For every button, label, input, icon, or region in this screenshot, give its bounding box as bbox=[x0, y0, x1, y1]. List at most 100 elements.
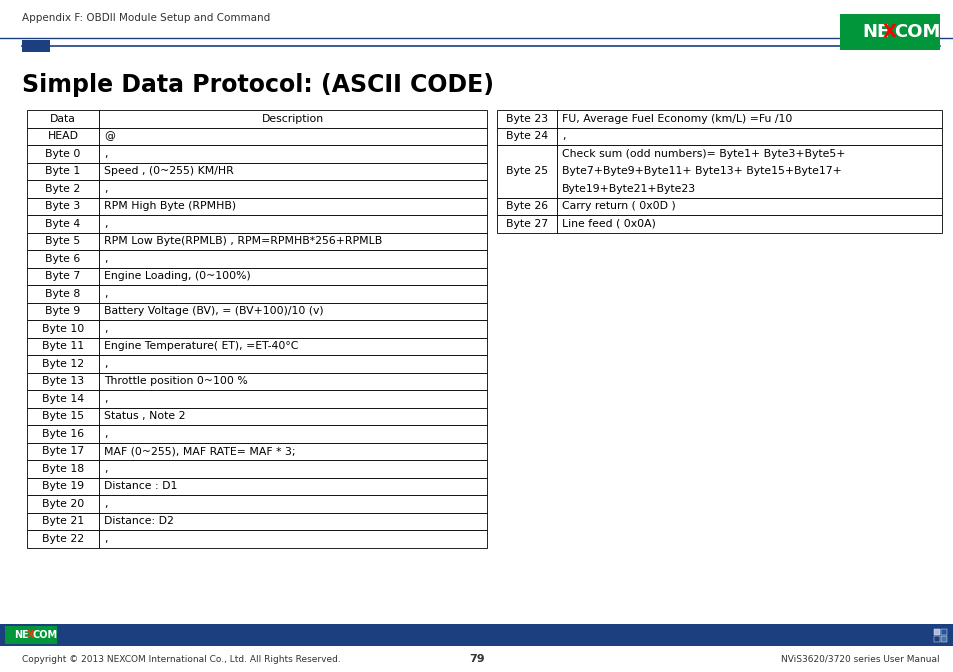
Bar bbox=[99, 198, 486, 215]
Text: Byte 26: Byte 26 bbox=[505, 201, 547, 211]
Text: Byte 24: Byte 24 bbox=[505, 131, 547, 141]
Text: NE: NE bbox=[862, 23, 889, 41]
Text: Description: Description bbox=[262, 114, 324, 124]
Bar bbox=[27, 478, 99, 495]
Bar bbox=[99, 267, 486, 285]
Text: Byte 6: Byte 6 bbox=[46, 254, 81, 263]
Bar bbox=[27, 442, 99, 460]
Text: Byte 4: Byte 4 bbox=[46, 219, 81, 228]
Bar bbox=[22, 40, 50, 52]
Text: X: X bbox=[882, 23, 896, 41]
Text: Byte 27: Byte 27 bbox=[505, 219, 547, 228]
Bar bbox=[99, 442, 486, 460]
Text: Byte 5: Byte 5 bbox=[46, 237, 81, 246]
Bar bbox=[27, 425, 99, 442]
Text: Byte 13: Byte 13 bbox=[42, 376, 84, 386]
Bar bbox=[27, 128, 99, 145]
Bar bbox=[27, 372, 99, 390]
Text: Speed , (0~255) KM/HR: Speed , (0~255) KM/HR bbox=[104, 166, 233, 176]
Bar bbox=[99, 128, 486, 145]
Bar bbox=[99, 355, 486, 372]
Bar bbox=[99, 425, 486, 442]
Bar bbox=[99, 407, 486, 425]
Bar bbox=[0, 624, 953, 646]
Bar bbox=[27, 460, 99, 478]
Text: 79: 79 bbox=[469, 654, 484, 664]
Text: ,: , bbox=[104, 183, 108, 194]
Bar bbox=[497, 110, 557, 128]
Bar bbox=[557, 215, 941, 233]
Text: Simple Data Protocol: (ASCII CODE): Simple Data Protocol: (ASCII CODE) bbox=[22, 73, 494, 97]
Text: Engine Temperature( ET), =ET-40°C: Engine Temperature( ET), =ET-40°C bbox=[104, 341, 298, 351]
Text: Status , Note 2: Status , Note 2 bbox=[104, 411, 185, 421]
Text: COM: COM bbox=[893, 23, 940, 41]
Bar bbox=[27, 198, 99, 215]
Bar bbox=[933, 636, 939, 642]
Bar bbox=[557, 110, 941, 128]
Bar bbox=[27, 495, 99, 513]
Bar bbox=[99, 163, 486, 180]
Text: RPM High Byte (RPMHB): RPM High Byte (RPMHB) bbox=[104, 201, 236, 211]
Text: Byte 23: Byte 23 bbox=[505, 114, 547, 124]
Bar bbox=[27, 407, 99, 425]
Bar bbox=[99, 110, 486, 128]
Text: ,: , bbox=[561, 131, 565, 141]
Text: Battery Voltage (BV), = (BV+100)/10 (v): Battery Voltage (BV), = (BV+100)/10 (v) bbox=[104, 306, 323, 317]
Text: Byte 3: Byte 3 bbox=[46, 201, 81, 211]
Bar bbox=[27, 320, 99, 337]
Bar bbox=[27, 180, 99, 198]
Bar bbox=[557, 198, 941, 215]
Bar bbox=[27, 110, 99, 128]
Text: ,: , bbox=[104, 464, 108, 474]
Text: RPM Low Byte(RPMLB) , RPM=RPMHB*256+RPMLB: RPM Low Byte(RPMLB) , RPM=RPMHB*256+RPML… bbox=[104, 237, 382, 246]
Text: ,: , bbox=[104, 324, 108, 334]
Text: Byte 8: Byte 8 bbox=[46, 289, 81, 299]
Text: Byte 15: Byte 15 bbox=[42, 411, 84, 421]
Text: Byte 21: Byte 21 bbox=[42, 516, 84, 526]
Bar bbox=[27, 530, 99, 548]
Bar bbox=[99, 320, 486, 337]
Bar bbox=[557, 128, 941, 145]
Text: Distance: D2: Distance: D2 bbox=[104, 516, 173, 526]
Text: Copyright © 2013 NEXCOM International Co., Ltd. All Rights Reserved.: Copyright © 2013 NEXCOM International Co… bbox=[22, 655, 340, 663]
Text: COM: COM bbox=[33, 630, 58, 640]
Text: Byte 7: Byte 7 bbox=[46, 271, 81, 282]
Bar bbox=[99, 233, 486, 250]
Text: X: X bbox=[28, 630, 34, 640]
Text: Byte19+Byte21+Byte23: Byte19+Byte21+Byte23 bbox=[561, 183, 696, 194]
Text: Check sum (odd numbers)= Byte1+ Byte3+Byte5+: Check sum (odd numbers)= Byte1+ Byte3+By… bbox=[561, 149, 844, 159]
Text: Byte 10: Byte 10 bbox=[42, 324, 84, 334]
Text: ,: , bbox=[104, 499, 108, 509]
Text: ,: , bbox=[104, 394, 108, 404]
Bar bbox=[27, 390, 99, 407]
Bar bbox=[99, 302, 486, 320]
Bar bbox=[27, 267, 99, 285]
Text: Data: Data bbox=[50, 114, 76, 124]
Text: @: @ bbox=[104, 131, 114, 141]
Bar bbox=[497, 215, 557, 233]
Bar bbox=[557, 145, 941, 198]
Bar bbox=[99, 530, 486, 548]
Text: Byte 17: Byte 17 bbox=[42, 446, 84, 456]
Bar bbox=[27, 250, 99, 267]
Text: ,: , bbox=[104, 149, 108, 159]
Text: Byte7+Byte9+Byte11+ Byte13+ Byte15+Byte17+: Byte7+Byte9+Byte11+ Byte13+ Byte15+Byte1… bbox=[561, 166, 841, 176]
Bar bbox=[99, 250, 486, 267]
Text: Byte 11: Byte 11 bbox=[42, 341, 84, 351]
Bar bbox=[27, 302, 99, 320]
Bar bbox=[99, 513, 486, 530]
Text: Distance : D1: Distance : D1 bbox=[104, 481, 177, 491]
Bar bbox=[99, 478, 486, 495]
Text: Byte 2: Byte 2 bbox=[46, 183, 81, 194]
Text: Byte 0: Byte 0 bbox=[45, 149, 81, 159]
Bar bbox=[27, 337, 99, 355]
Text: ,: , bbox=[104, 219, 108, 228]
Bar bbox=[940, 636, 946, 642]
Text: Byte 22: Byte 22 bbox=[42, 534, 84, 544]
Text: Byte 18: Byte 18 bbox=[42, 464, 84, 474]
Bar bbox=[840, 14, 939, 50]
Bar bbox=[99, 390, 486, 407]
Bar bbox=[497, 198, 557, 215]
Text: Byte 20: Byte 20 bbox=[42, 499, 84, 509]
Bar bbox=[99, 460, 486, 478]
